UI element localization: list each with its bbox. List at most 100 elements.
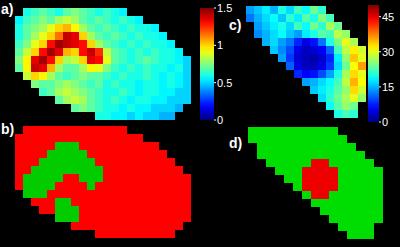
cell bbox=[159, 48, 167, 56]
cell bbox=[79, 32, 87, 40]
cell bbox=[329, 215, 338, 223]
cell bbox=[39, 32, 47, 40]
cell bbox=[167, 206, 175, 214]
cell bbox=[151, 80, 159, 88]
cell bbox=[246, 14, 254, 22]
cell bbox=[111, 158, 119, 166]
cell bbox=[119, 150, 127, 158]
cell bbox=[356, 183, 365, 191]
cell bbox=[71, 214, 79, 222]
cell bbox=[127, 190, 135, 198]
cell bbox=[135, 32, 143, 40]
cell bbox=[71, 150, 79, 158]
cell bbox=[151, 230, 159, 238]
cell bbox=[183, 64, 191, 72]
cell bbox=[342, 62, 350, 70]
cell bbox=[347, 151, 356, 159]
cell bbox=[151, 142, 159, 150]
cell bbox=[318, 78, 326, 86]
cell bbox=[63, 8, 71, 16]
cell bbox=[55, 198, 63, 206]
cell bbox=[275, 143, 284, 151]
cell bbox=[135, 104, 143, 112]
cell bbox=[284, 175, 293, 183]
cell bbox=[87, 126, 95, 134]
cell bbox=[293, 175, 302, 183]
cell bbox=[119, 56, 127, 64]
cell bbox=[135, 174, 143, 182]
cell bbox=[175, 96, 183, 104]
cell bbox=[15, 40, 23, 48]
cell bbox=[63, 48, 71, 56]
cell bbox=[266, 135, 275, 143]
cell bbox=[87, 222, 95, 230]
cell bbox=[338, 159, 347, 167]
cell bbox=[183, 214, 191, 222]
cell bbox=[135, 64, 143, 72]
cell bbox=[183, 80, 191, 88]
cell bbox=[55, 206, 63, 214]
cell bbox=[127, 16, 135, 24]
cell bbox=[262, 22, 270, 30]
cell bbox=[302, 30, 310, 38]
cell bbox=[347, 143, 356, 151]
cell bbox=[151, 56, 159, 64]
panel-label: c) bbox=[229, 17, 241, 33]
cell bbox=[347, 215, 356, 223]
cell bbox=[23, 150, 31, 158]
cell bbox=[87, 8, 95, 16]
cell bbox=[111, 182, 119, 190]
cell bbox=[63, 166, 71, 174]
cell bbox=[302, 14, 310, 22]
cell bbox=[31, 198, 39, 206]
cell-grid bbox=[246, 6, 366, 118]
cell bbox=[95, 206, 103, 214]
color-bar-tick bbox=[379, 51, 381, 52]
cell bbox=[151, 48, 159, 56]
cell bbox=[342, 54, 350, 62]
cell bbox=[79, 40, 87, 48]
cell bbox=[159, 166, 167, 174]
cell bbox=[342, 70, 350, 78]
cell bbox=[127, 158, 135, 166]
cell bbox=[326, 46, 334, 54]
cell bbox=[119, 174, 127, 182]
cell bbox=[374, 167, 383, 175]
cell bbox=[95, 214, 103, 222]
cell bbox=[302, 183, 311, 191]
cell bbox=[95, 174, 103, 182]
cell bbox=[87, 16, 95, 24]
cell bbox=[79, 190, 87, 198]
cell bbox=[79, 166, 87, 174]
cell bbox=[31, 40, 39, 48]
cell bbox=[365, 199, 374, 207]
cell bbox=[143, 32, 151, 40]
cell bbox=[39, 72, 47, 80]
cell bbox=[143, 150, 151, 158]
cell bbox=[111, 206, 119, 214]
cell bbox=[338, 199, 347, 207]
cell bbox=[79, 24, 87, 32]
cell bbox=[167, 48, 175, 56]
cell bbox=[103, 32, 111, 40]
cell bbox=[347, 199, 356, 207]
cell bbox=[15, 16, 23, 24]
cell bbox=[329, 151, 338, 159]
cell bbox=[294, 14, 302, 22]
cell bbox=[63, 142, 71, 150]
cell bbox=[47, 142, 55, 150]
cell bbox=[278, 46, 286, 54]
cell bbox=[95, 150, 103, 158]
cell bbox=[39, 8, 47, 16]
cell bbox=[356, 159, 365, 167]
cell bbox=[270, 6, 278, 14]
cell bbox=[151, 174, 159, 182]
cell bbox=[320, 143, 329, 151]
cell-grid bbox=[15, 126, 191, 238]
cell bbox=[159, 56, 167, 64]
cell bbox=[302, 135, 311, 143]
cell bbox=[63, 150, 71, 158]
figure: a)00.511.5b)c)0153045d) bbox=[0, 0, 400, 247]
cell bbox=[159, 88, 167, 96]
cell bbox=[31, 16, 39, 24]
